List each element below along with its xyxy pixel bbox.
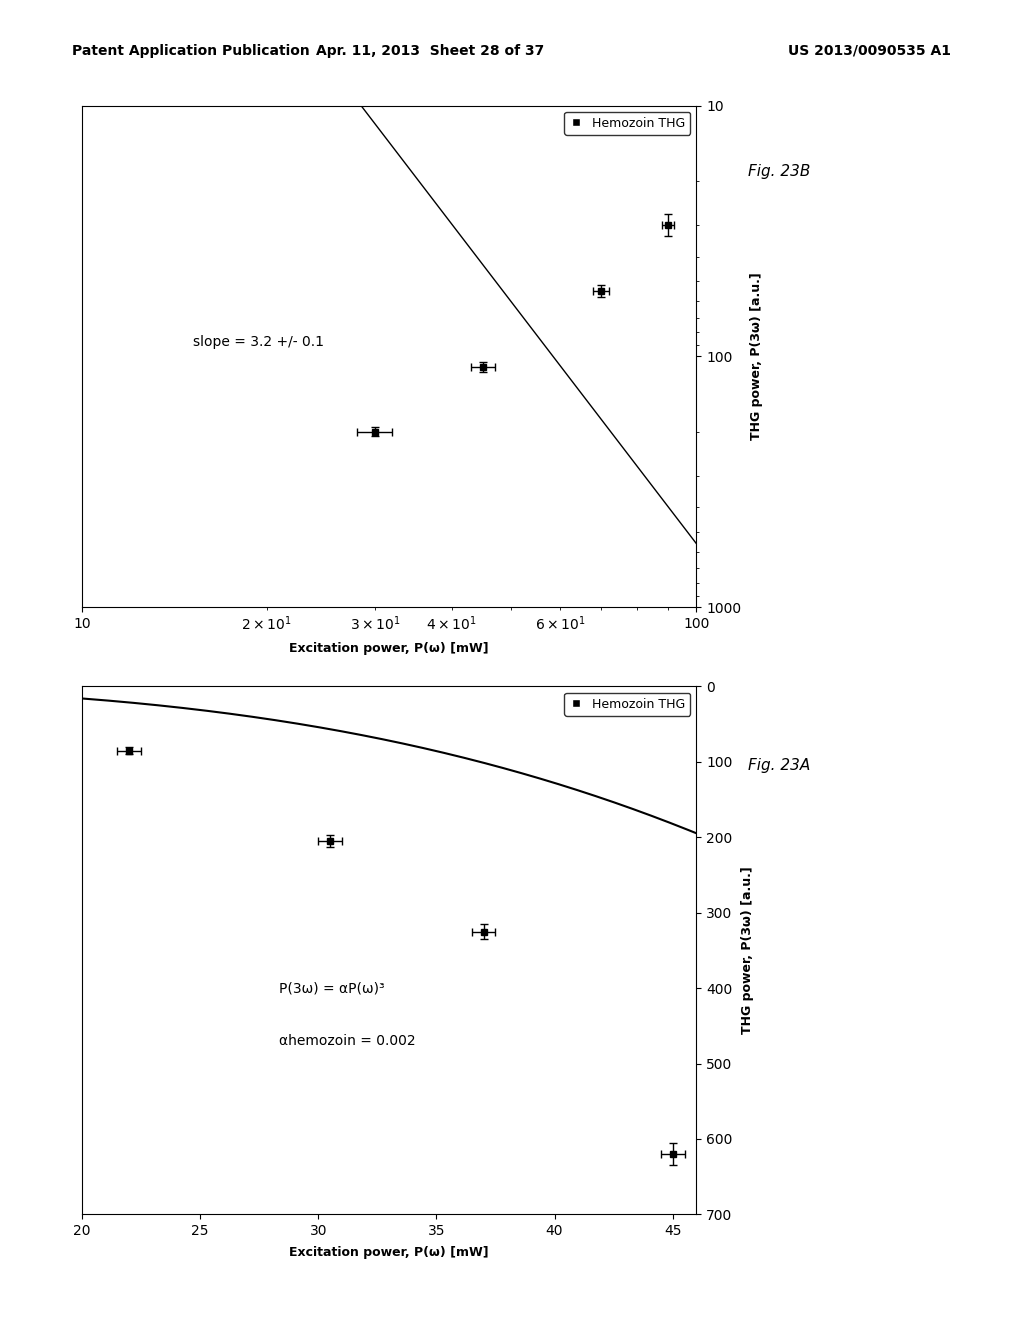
Text: Fig. 23B: Fig. 23B	[748, 164, 810, 180]
X-axis label: Excitation power, P(ω) [mW]: Excitation power, P(ω) [mW]	[290, 1246, 488, 1259]
Text: Apr. 11, 2013  Sheet 28 of 37: Apr. 11, 2013 Sheet 28 of 37	[316, 44, 544, 58]
Text: slope = 3.2 +/- 0.1: slope = 3.2 +/- 0.1	[193, 335, 324, 350]
Y-axis label: THG power, P(3ω) [a.u.]: THG power, P(3ω) [a.u.]	[750, 272, 763, 441]
Text: Patent Application Publication: Patent Application Publication	[72, 44, 309, 58]
X-axis label: Excitation power, P(ω) [mW]: Excitation power, P(ω) [mW]	[290, 642, 488, 655]
Y-axis label: THG power, P(3ω) [a.u.]: THG power, P(3ω) [a.u.]	[740, 866, 754, 1035]
Text: P(3ω) = αP(ω)³: P(3ω) = αP(ω)³	[279, 982, 384, 995]
Text: US 2013/0090535 A1: US 2013/0090535 A1	[788, 44, 951, 58]
Legend: Hemozoin THG: Hemozoin THG	[564, 112, 690, 135]
Text: αhemozoin = 0.002: αhemozoin = 0.002	[279, 1035, 415, 1048]
Text: Fig. 23A: Fig. 23A	[748, 758, 810, 774]
Legend: Hemozoin THG: Hemozoin THG	[564, 693, 690, 715]
